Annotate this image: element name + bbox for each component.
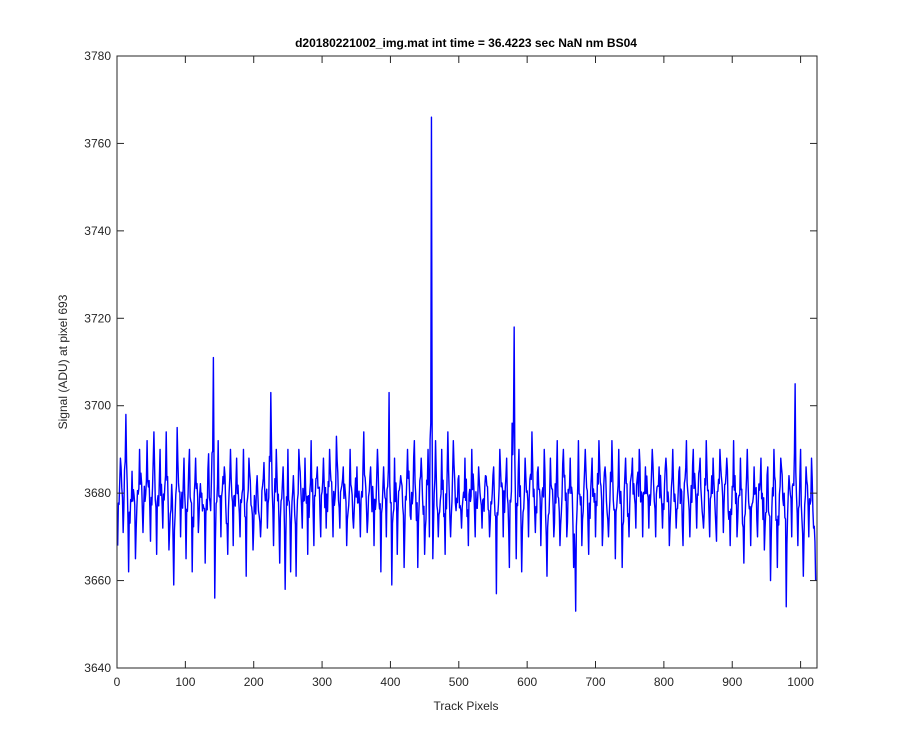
x-tick-label: 100 <box>175 675 195 689</box>
y-tick-label: 3720 <box>84 311 111 325</box>
x-tick-label: 900 <box>722 675 742 689</box>
y-tick-label: 3740 <box>84 224 111 238</box>
x-tick-label: 200 <box>244 675 264 689</box>
axes-background <box>117 56 817 668</box>
ticks-layer: 0 100 200 300 400 500 600 700 800 900 1000 3640 3660… <box>84 49 817 689</box>
x-tick-label: 1000 <box>787 675 814 689</box>
x-tick-label: 600 <box>517 675 537 689</box>
y-tick-label: 3640 <box>84 661 111 675</box>
axes-box <box>116 55 818 669</box>
x-axis-label: Track Pixels <box>434 699 499 713</box>
x-tick-label: 500 <box>449 675 469 689</box>
y-axis-label: Signal (ADU) at pixel 693 <box>56 294 70 429</box>
x-tick-label: 300 <box>312 675 332 689</box>
chart-title: d20180221002_img.mat int time = 36.4223 … <box>295 36 637 50</box>
y-tick-label: 3660 <box>84 574 111 588</box>
y-tick-label: 3780 <box>84 49 111 63</box>
x-tick-label: 700 <box>586 675 606 689</box>
x-tick-label: 800 <box>654 675 674 689</box>
y-tick-label: 3680 <box>84 486 111 500</box>
series-line <box>116 116 817 612</box>
y-tick-label: 3700 <box>84 399 111 413</box>
x-tick-label: 400 <box>380 675 400 689</box>
plot-layer <box>116 116 817 612</box>
x-tick-label: 0 <box>114 675 121 689</box>
y-tick-label: 3760 <box>84 136 111 150</box>
